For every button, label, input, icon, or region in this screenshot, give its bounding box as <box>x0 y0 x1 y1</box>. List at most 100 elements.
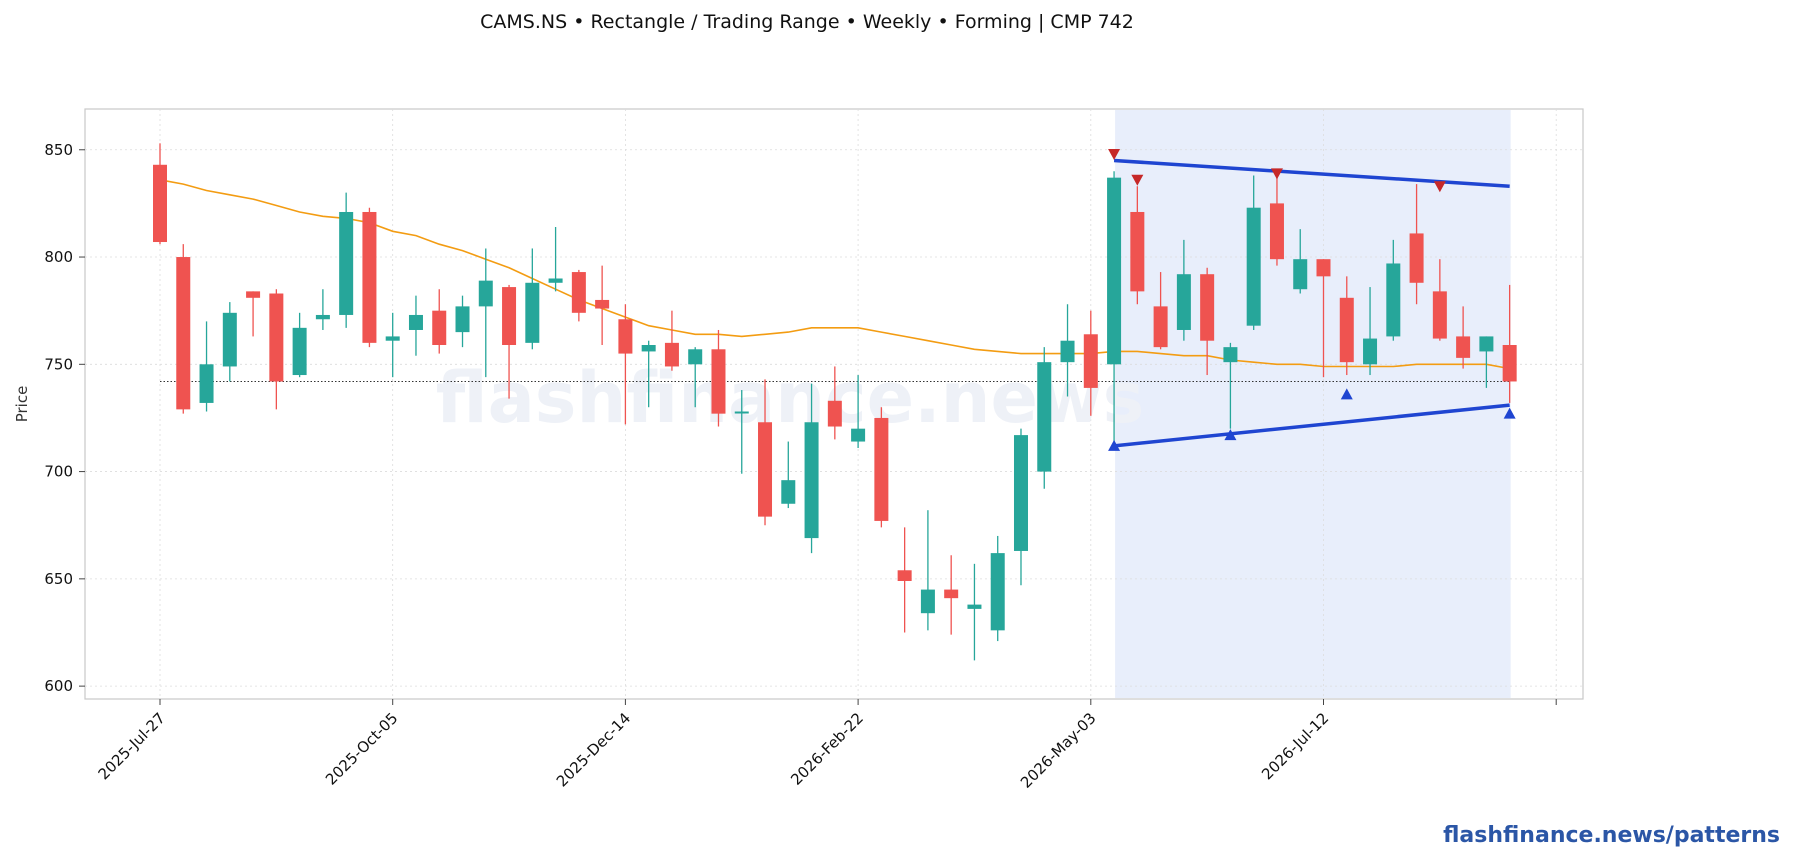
candle-body <box>1107 177 1122 365</box>
candle <box>1363 287 1378 376</box>
candle <box>1386 239 1401 341</box>
candle-body <box>1479 336 1494 352</box>
candle-body <box>1363 338 1378 365</box>
candle <box>176 244 191 414</box>
candle <box>339 192 354 328</box>
candle-body <box>1037 362 1052 472</box>
candle <box>827 366 842 440</box>
candle <box>1013 428 1028 586</box>
y-tick-label: 850 <box>44 141 73 159</box>
candle <box>292 312 307 378</box>
candle <box>1432 259 1447 341</box>
candle-body <box>455 306 470 333</box>
candle <box>478 248 493 378</box>
candle <box>920 510 935 631</box>
candle-body <box>153 164 167 243</box>
candle <box>1293 229 1308 294</box>
candle-body <box>664 342 679 367</box>
candle-body <box>827 400 842 427</box>
candle <box>432 289 447 354</box>
candle <box>1107 171 1122 444</box>
y-tick-label: 750 <box>44 355 73 373</box>
candle-body <box>990 553 1005 631</box>
candle-body <box>222 312 237 367</box>
candle-body <box>315 314 330 320</box>
candle-body <box>688 349 703 365</box>
candle-body <box>1293 259 1308 290</box>
candle-body <box>804 422 819 539</box>
moving-average-line <box>159 179 1510 370</box>
candle-body <box>711 349 726 414</box>
candle <box>1223 342 1238 429</box>
x-tick-label: 2026-Feb-22 <box>787 709 867 789</box>
candle <box>734 390 749 474</box>
candle-body <box>641 345 656 352</box>
candle-body <box>339 211 354 315</box>
candle <box>595 265 610 345</box>
candle-body <box>1130 211 1145 292</box>
candle-body <box>920 589 935 614</box>
support-marker <box>1340 388 1353 400</box>
support-marker <box>1108 439 1121 451</box>
candles <box>153 143 1517 661</box>
candle <box>269 289 284 410</box>
candle <box>1456 306 1471 369</box>
resistance-marker <box>1433 181 1446 193</box>
candle-body <box>571 272 586 313</box>
candle <box>455 295 470 348</box>
candle-body <box>176 257 191 410</box>
candle <box>246 291 261 337</box>
resistance-marker <box>1108 149 1121 161</box>
candle-body <box>385 336 400 341</box>
candle <box>851 375 866 448</box>
x-tick-label: 2025-Jul-27 <box>95 709 169 783</box>
candle <box>1246 175 1261 330</box>
candle-body <box>758 422 773 517</box>
candle <box>502 284 517 399</box>
candle-body <box>1316 259 1331 277</box>
candle <box>804 383 819 554</box>
y-tick-label: 800 <box>44 248 73 266</box>
candle <box>1037 347 1052 489</box>
candle-body <box>199 364 214 403</box>
candle-body <box>1386 263 1401 337</box>
candle-body <box>1269 203 1284 260</box>
candle <box>618 304 633 425</box>
candle-body <box>944 589 959 599</box>
candle-body <box>851 428 866 442</box>
candle-body <box>1176 274 1191 330</box>
candle-body <box>1456 336 1471 358</box>
pivot-markers <box>1108 149 1516 451</box>
candle-body <box>1339 297 1354 363</box>
candle-body <box>1246 207 1261 326</box>
candle <box>362 207 377 348</box>
y-axis-label: Price <box>13 386 31 423</box>
y-tick-label: 600 <box>44 677 73 695</box>
candle <box>664 310 679 371</box>
footer-link[interactable]: flashfinance.news/patterns <box>1443 823 1780 848</box>
candle <box>1060 304 1075 397</box>
candle <box>711 329 726 427</box>
candle <box>967 563 982 661</box>
candle-body <box>1200 274 1215 341</box>
candle-body <box>618 319 633 354</box>
y-tick-label: 700 <box>44 463 73 481</box>
candle <box>781 441 796 509</box>
candle <box>571 269 586 322</box>
candle-body <box>1083 334 1098 388</box>
candle <box>222 302 237 382</box>
candle-body <box>1060 340 1075 363</box>
candle-body <box>967 604 982 609</box>
candle-body <box>897 570 912 581</box>
candle <box>688 347 703 408</box>
candle-body <box>525 282 540 343</box>
candle-body <box>1432 291 1447 339</box>
candle-body <box>1409 233 1424 283</box>
resistance-marker <box>1131 174 1144 186</box>
candle-body <box>734 411 749 414</box>
candle <box>548 227 563 292</box>
candle <box>897 527 912 633</box>
candle <box>525 248 540 350</box>
x-tick-label: 2025-Dec-14 <box>553 709 634 790</box>
